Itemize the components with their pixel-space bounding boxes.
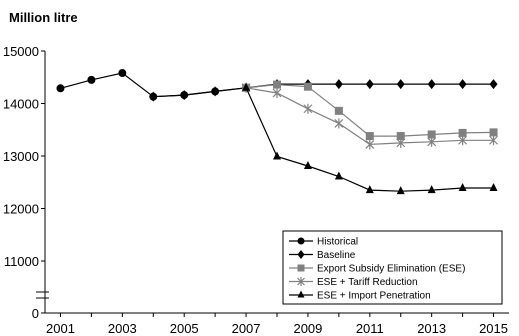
point-marker <box>211 86 220 97</box>
legend-item: ESE + Import Penetration <box>289 290 431 302</box>
y-axis-ticks: 15000 14000 13000 12000 11000 0 <box>3 44 45 321</box>
y-tick-label: 15000 <box>3 44 39 59</box>
point-marker <box>272 88 282 98</box>
point-marker <box>396 79 405 90</box>
point-marker <box>118 69 127 78</box>
series-line <box>153 83 494 98</box>
point-marker <box>458 135 468 146</box>
legend-item: Baseline <box>289 250 356 261</box>
point-marker <box>427 79 436 90</box>
point-marker <box>242 82 251 91</box>
point-marker <box>180 90 189 101</box>
point-marker <box>365 79 374 90</box>
legend-box <box>282 230 503 305</box>
point-marker <box>458 128 467 137</box>
point-marker <box>297 264 305 272</box>
point-marker <box>303 103 313 114</box>
point-marker <box>458 79 467 90</box>
point-marker <box>334 79 343 90</box>
series-group <box>241 82 498 150</box>
x-tick-label: 2009 <box>293 321 322 336</box>
x-tick-label: 2013 <box>417 321 446 336</box>
legend-item: ESE + Tariff Reduction <box>289 277 418 288</box>
point-marker <box>365 139 375 150</box>
point-marker <box>396 132 405 141</box>
y-tick-label: 13000 <box>3 149 39 164</box>
point-marker <box>297 290 305 298</box>
point-marker <box>87 75 96 84</box>
point-marker <box>334 118 344 129</box>
point-marker <box>273 80 281 89</box>
y-tick-label: 0 <box>32 306 39 321</box>
y-tick-label: 11000 <box>4 254 39 269</box>
point-marker <box>297 277 305 286</box>
legend-item: Export Subsidy Elimination (ESE) <box>289 264 465 275</box>
x-tick-label: 2003 <box>108 321 137 336</box>
series-group <box>242 80 498 141</box>
x-tick-label: 2001 <box>46 321 75 336</box>
legend: Historical Baseline Export Subsidy Elimina… <box>282 230 503 305</box>
point-marker <box>297 237 305 245</box>
series-layer <box>56 69 498 195</box>
unit-label: Million litre <box>9 10 78 25</box>
y-tick-label: 12000 <box>3 202 39 217</box>
point-marker <box>149 91 158 102</box>
x-tick-label: 2005 <box>170 321 199 336</box>
point-marker <box>396 186 405 195</box>
point-marker <box>365 132 374 141</box>
point-marker <box>489 128 498 137</box>
series-line <box>246 83 494 137</box>
x-tick-label: 2011 <box>356 321 384 336</box>
legend-label: Historical <box>317 237 358 248</box>
point-marker <box>365 185 374 194</box>
legend-item: Historical <box>289 237 358 248</box>
point-marker <box>458 183 467 192</box>
legend-label: ESE + Tariff Reduction <box>317 277 418 288</box>
y-tick-label: 14000 <box>3 97 39 112</box>
legend-label: Export Subsidy Elimination (ESE) <box>317 264 465 275</box>
x-axis-ticks: 2001 2003 2005 2007 2009 2011 2013 2015 <box>46 313 508 336</box>
point-marker <box>303 160 312 169</box>
point-marker <box>489 79 498 90</box>
point-marker <box>334 106 343 115</box>
point-marker <box>303 82 312 91</box>
point-marker <box>396 137 406 148</box>
point-marker <box>427 130 436 139</box>
point-marker <box>273 151 281 160</box>
point-marker <box>334 171 343 180</box>
series-group <box>242 82 498 195</box>
point-marker <box>56 84 65 93</box>
x-tick-label: 2007 <box>232 321 261 336</box>
legend-label: ESE + Import Penetration <box>317 291 431 302</box>
point-marker <box>427 136 437 147</box>
point-marker <box>489 183 498 192</box>
point-marker <box>297 250 305 259</box>
x-tick-label: 2015 <box>479 321 508 336</box>
point-marker <box>427 185 436 194</box>
legend-label: Baseline <box>317 250 356 261</box>
point-marker <box>489 135 498 146</box>
